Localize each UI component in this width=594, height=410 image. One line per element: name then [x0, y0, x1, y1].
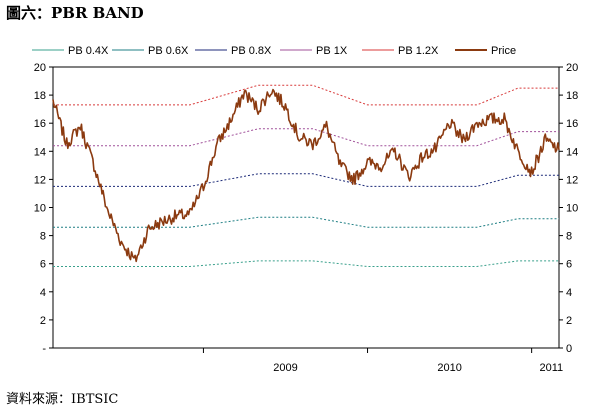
y-right-tick-label: 8 — [566, 231, 572, 243]
y-left-tick-label: 20 — [34, 62, 46, 74]
x-axis: 2009 2010 2011 — [202, 348, 563, 374]
plot-frame — [52, 66, 560, 349]
band-line-pb-0-8x — [53, 173, 559, 187]
x-tick-label: 2010 — [437, 362, 461, 374]
legend-label-price: Price — [491, 45, 516, 57]
band-line-pb-1x — [53, 128, 559, 147]
y-right-tick-label: 20 — [566, 62, 578, 74]
y-left-tick-label: 6 — [40, 259, 46, 271]
y-right-tick-label: 18 — [566, 90, 578, 102]
y-right-tick-label: 10 — [566, 203, 578, 215]
y-right-tick-label: 6 — [566, 259, 572, 271]
y-axis-right: 0 2 4 6 8 10 12 14 16 18 20 — [559, 62, 578, 355]
y-left-tick-label: 12 — [34, 174, 46, 186]
legend-label-pb-1x: PB 1X — [316, 45, 348, 57]
figure-title: 圖六：PBR BAND — [6, 4, 144, 22]
y-left-tick-label: 4 — [40, 287, 46, 299]
y-left-tick-label: 16 — [34, 118, 46, 130]
y-right-tick-label: 14 — [566, 146, 578, 158]
price-line — [52, 88, 560, 263]
legend-label-pb-0-6x: PB 0.6X — [148, 45, 189, 57]
x-tick-label: 2009 — [273, 362, 297, 374]
y-left-tick-label: - — [42, 343, 46, 355]
y-right-tick-label: 4 — [566, 287, 572, 299]
y-axis-left: - 2 4 6 8 10 12 14 16 18 20 — [34, 62, 53, 355]
band-line-pb-0-6x — [53, 216, 559, 228]
y-right-tick-label: 0 — [566, 343, 572, 355]
y-right-tick-label: 16 — [566, 118, 578, 130]
x-tick-label: 2011 — [539, 362, 563, 374]
y-left-tick-label: 10 — [34, 203, 46, 215]
y-left-tick-label: 14 — [34, 146, 46, 158]
source-note: 資料來源：IBTSIC — [6, 392, 119, 407]
y-left-tick-label: 2 — [40, 315, 46, 327]
y-right-tick-label: 12 — [566, 174, 578, 186]
legend-label-pb-0-8x: PB 0.8X — [231, 45, 272, 57]
price-line-group — [52, 88, 560, 263]
y-left-tick-label: 8 — [40, 231, 46, 243]
band-line-pb-0-4x — [53, 260, 559, 267]
pbr-band-chart: PB 0.4X PB 0.6X PB 0.8X PB 1X PB 1.2X Price -… — [32, 45, 578, 374]
band-line-pb-1-2x — [53, 84, 559, 106]
chart-legend: PB 0.4X PB 0.6X PB 0.8X PB 1X PB 1.2X Price — [32, 45, 516, 57]
y-left-tick-label: 18 — [34, 90, 46, 102]
legend-label-pb-1-2x: PB 1.2X — [398, 45, 439, 57]
band-lines — [53, 84, 559, 267]
legend-label-pb-0-4x: PB 0.4X — [68, 45, 109, 57]
y-right-tick-label: 2 — [566, 315, 572, 327]
